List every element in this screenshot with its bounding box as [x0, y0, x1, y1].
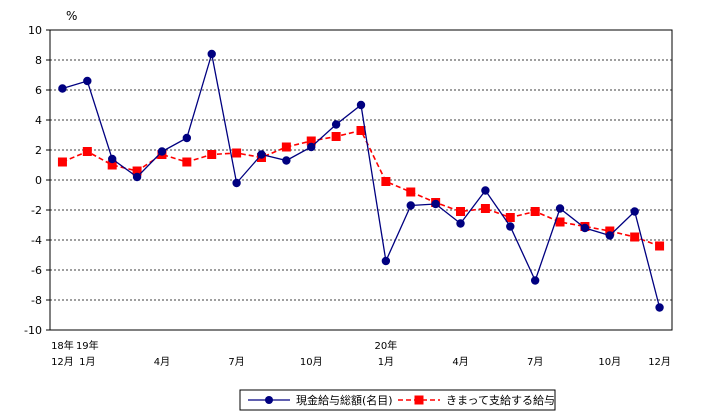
legend-box: [239, 389, 556, 411]
y-tick-label: -8: [31, 294, 42, 307]
y-tick-label: 2: [35, 144, 42, 157]
data-point-circle: [282, 156, 291, 165]
data-point-square: [655, 241, 665, 251]
unit-label: %: [66, 9, 77, 23]
x-tick-label: 4月: [154, 356, 170, 368]
y-tick-label: 0: [35, 174, 42, 187]
data-point-square: [82, 147, 92, 156]
data-point-circle: [232, 178, 241, 188]
x-tick-label: 10月: [300, 356, 323, 368]
x-tick-label: 7月: [228, 356, 244, 368]
data-point-circle: [555, 204, 565, 213]
data-point-square: [356, 126, 366, 135]
data-point-square: [107, 160, 117, 170]
legend-label-series-1: きまって支給する給与: [446, 393, 555, 407]
data-point-circle: [605, 231, 614, 240]
x-tick-year-label: 20年: [375, 339, 398, 352]
x-tick-label: 12月: [51, 356, 74, 368]
data-point-square: [132, 166, 142, 176]
y-tick-label: 6: [35, 84, 42, 97]
data-point-square: [331, 132, 341, 141]
data-point-square: [555, 217, 565, 227]
data-point-circle: [655, 303, 664, 312]
data-point-square: [530, 207, 540, 216]
data-point-square: [306, 136, 316, 146]
data-point-circle: [530, 276, 540, 285]
data-point-square: [182, 157, 192, 167]
data-point-circle: [257, 150, 266, 159]
data-point-circle: [108, 154, 117, 164]
legend: 現金給与総額(名目) きまって支給する給与: [239, 389, 556, 411]
series-layer: [57, 49, 665, 312]
data-point-circle: [406, 201, 415, 210]
y-tick-label: -10: [24, 324, 42, 337]
data-point-square: [480, 204, 490, 213]
x-tick-label: 1月: [79, 356, 95, 368]
data-point-square: [57, 157, 67, 167]
data-point-circle: [83, 76, 92, 86]
data-point-circle: [431, 199, 440, 209]
data-point-circle: [331, 120, 341, 129]
data-point-square: [505, 213, 515, 222]
data-point-circle: [456, 219, 465, 228]
data-point-circle: [506, 222, 515, 231]
y-tick-label: -2: [31, 204, 42, 217]
data-point-circle: [307, 142, 316, 152]
series-line-0: [62, 53, 661, 308]
data-point-square: [232, 148, 242, 158]
y-tick-label: 10: [28, 24, 42, 37]
data-point-square: [207, 150, 217, 159]
x-tick-year-label: 19年: [76, 339, 99, 352]
data-point-square: [630, 232, 640, 242]
y-tick-labels: 10 8 6 4 2 0 -2 -4 -6 -8 -10: [24, 24, 42, 337]
x-tick-label: 1月: [378, 356, 394, 368]
x-tick-label: 4月: [452, 356, 468, 368]
data-point-circle: [182, 133, 192, 143]
data-point-circle: [481, 186, 490, 195]
y-tick-label: 8: [35, 54, 42, 67]
data-point-square: [456, 207, 466, 216]
data-point-square: [381, 177, 391, 186]
grid: [50, 59, 672, 301]
axes: [46, 29, 673, 331]
data-point-square: [281, 142, 291, 152]
data-point-circle: [207, 49, 216, 59]
data-point-circle: [356, 100, 366, 110]
x-tick-label: 12月: [648, 356, 671, 368]
data-point-square: [605, 226, 615, 236]
data-point-circle: [580, 223, 590, 233]
x-tick-year-label: 18年: [51, 339, 74, 352]
legend-marker-series-0: [265, 396, 273, 404]
data-point-circle: [157, 147, 167, 156]
series-line-1: [62, 129, 660, 247]
plot-frame: [49, 29, 673, 331]
legend-label-series-0: 現金給与総額(名目): [296, 393, 393, 407]
y-tick-label: -6: [31, 264, 42, 277]
data-point-circle: [132, 172, 142, 182]
data-point-circle: [630, 207, 639, 216]
data-point-square: [406, 187, 416, 197]
y-tick-label: -4: [31, 234, 42, 247]
x-tick-label: 10月: [598, 356, 621, 368]
data-point-circle: [381, 256, 391, 266]
legend-marker-series-1: [414, 395, 424, 405]
x-tick-label: 7月: [527, 356, 543, 368]
data-point-circle: [58, 84, 67, 93]
y-tick-label: 4: [35, 114, 42, 127]
